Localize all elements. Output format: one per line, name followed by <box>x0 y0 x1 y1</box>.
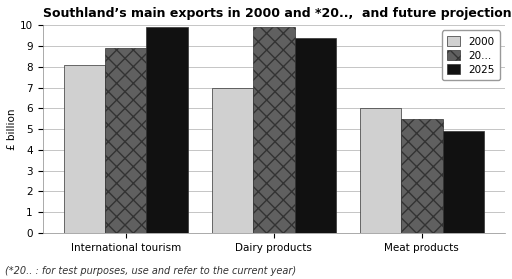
Legend: 2000, 20..., 2025: 2000, 20..., 2025 <box>442 30 500 80</box>
Bar <box>105 48 146 233</box>
Bar <box>442 131 484 233</box>
Text: (*20.. : for test purposes, use and refer to the current year): (*20.. : for test purposes, use and refe… <box>5 266 296 276</box>
Bar <box>211 88 253 233</box>
Bar <box>253 27 294 233</box>
Bar <box>294 38 336 233</box>
Bar <box>63 65 105 233</box>
Bar <box>146 27 188 233</box>
Bar <box>401 119 442 233</box>
Y-axis label: £ billion: £ billion <box>7 108 17 150</box>
Text: Southland’s main exports in 2000 and *20..,  and future projections for 2025: Southland’s main exports in 2000 and *20… <box>42 7 512 20</box>
Bar <box>359 108 401 233</box>
